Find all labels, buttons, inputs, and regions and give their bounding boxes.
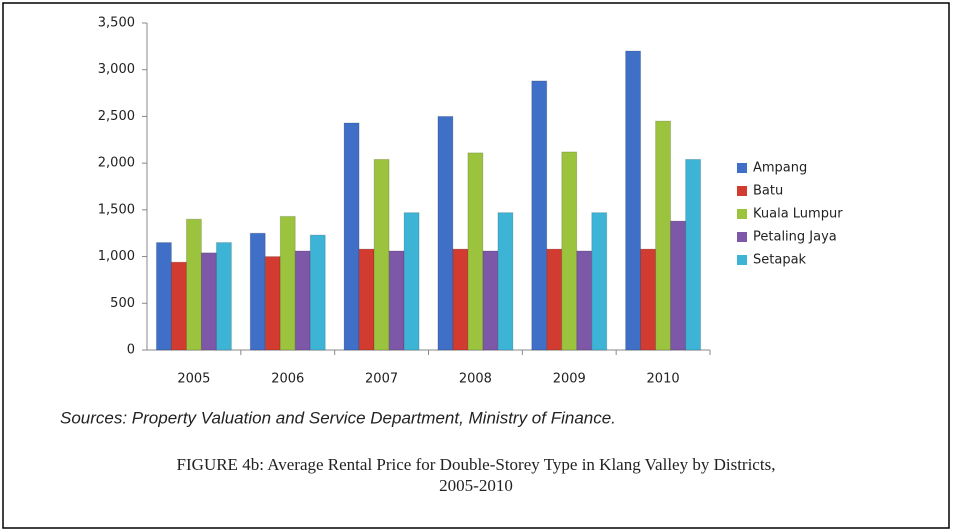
bar bbox=[497, 212, 514, 351]
legend-label: Setapak bbox=[753, 253, 807, 268]
x-tick-label: 2007 bbox=[365, 372, 398, 387]
y-tick-label: 2,500 bbox=[98, 109, 135, 124]
bar bbox=[279, 215, 296, 351]
legend-label: Ampang bbox=[753, 161, 807, 176]
y-tick-label: 0 bbox=[127, 343, 135, 358]
x-tick-label: 2010 bbox=[647, 372, 680, 387]
y-tick-label: 3,500 bbox=[98, 16, 135, 31]
y-tick-label: 2,000 bbox=[98, 156, 135, 171]
bar bbox=[185, 218, 202, 351]
x-tick-label: 2006 bbox=[271, 372, 304, 387]
caption: FIGURE 4b: Average Rental Price for Doub… bbox=[177, 455, 776, 474]
bar bbox=[467, 152, 484, 351]
bar bbox=[670, 220, 687, 351]
legend-swatch bbox=[737, 163, 747, 173]
source: Sources: Property Valuation and Service … bbox=[60, 408, 616, 427]
legend-label: Batu bbox=[753, 184, 783, 199]
bar bbox=[294, 250, 311, 351]
bar bbox=[531, 80, 548, 351]
bar bbox=[437, 115, 454, 351]
bar bbox=[685, 158, 702, 351]
bar bbox=[373, 158, 390, 351]
bar bbox=[655, 120, 672, 351]
bar bbox=[155, 242, 172, 351]
bar bbox=[309, 234, 326, 351]
bar bbox=[343, 122, 360, 351]
legend-swatch bbox=[737, 232, 747, 242]
x-tick-label: 2008 bbox=[459, 372, 492, 387]
y-tick-label: 1,500 bbox=[98, 202, 135, 217]
bar bbox=[546, 248, 563, 351]
bar bbox=[358, 248, 375, 351]
x-tick-label: 2005 bbox=[177, 372, 210, 387]
legend-label: Petaling Jaya bbox=[753, 230, 837, 245]
bar bbox=[452, 248, 469, 351]
legend-swatch bbox=[737, 209, 747, 219]
legend-label: Kuala Lumpur bbox=[753, 207, 843, 222]
bar bbox=[576, 250, 593, 351]
bar bbox=[388, 250, 405, 351]
bar bbox=[625, 50, 642, 351]
y-tick-label: 500 bbox=[110, 296, 135, 311]
bar bbox=[561, 151, 578, 351]
bar bbox=[170, 261, 187, 351]
bar bbox=[200, 252, 217, 351]
bar bbox=[591, 212, 608, 351]
x-tick-label: 2009 bbox=[553, 372, 586, 387]
bar bbox=[482, 250, 499, 351]
bar bbox=[215, 242, 232, 351]
bar bbox=[403, 212, 420, 351]
legend-swatch bbox=[737, 186, 747, 196]
caption: 2005-2010 bbox=[439, 476, 513, 495]
y-tick-label: 3,000 bbox=[98, 62, 135, 77]
bar bbox=[249, 232, 266, 351]
legend-swatch bbox=[737, 255, 747, 265]
y-tick-label: 1,000 bbox=[98, 249, 135, 264]
bar bbox=[264, 256, 281, 351]
bar bbox=[640, 248, 657, 351]
